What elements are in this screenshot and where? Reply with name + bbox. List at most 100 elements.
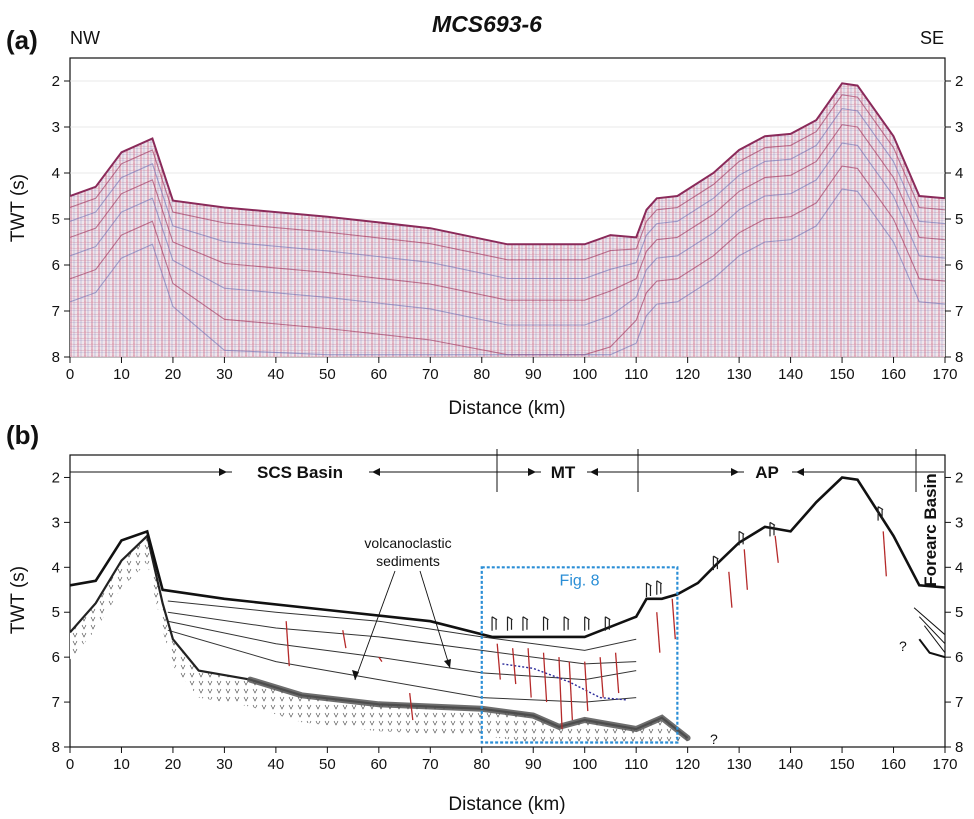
seismic-reflector-line bbox=[70, 165, 945, 356]
normal-fault-symbols bbox=[491, 506, 884, 631]
x-tick-label: 60 bbox=[370, 756, 387, 773]
fault-trace bbox=[496, 643, 501, 680]
y-tick-label-left: 2 bbox=[52, 469, 60, 486]
x-tick-label: 110 bbox=[624, 756, 648, 773]
panel-a-ylabel: TWT (s) bbox=[8, 174, 29, 242]
fault-trace bbox=[614, 652, 620, 694]
x-tick-label: 0 bbox=[66, 366, 74, 383]
normal-fault-symbol bbox=[604, 616, 611, 631]
annotation-line1: volcanoclastic bbox=[364, 535, 451, 551]
y-tick-label-left: 8 bbox=[52, 739, 60, 756]
intra-sediment-horizons bbox=[167, 600, 637, 703]
y-tick-label-right: 6 bbox=[955, 649, 963, 666]
scs-arrow-left bbox=[372, 468, 380, 476]
annotation-line2: sediments bbox=[376, 553, 440, 569]
fig8-inset-label: Fig. 8 bbox=[560, 572, 600, 589]
panel-b-plot: SCS Basin MT AP Forearc Basin volcanocla… bbox=[52, 449, 963, 773]
question-mark-forearc: ? bbox=[899, 638, 907, 654]
fault-trace bbox=[542, 652, 548, 703]
fault-trace bbox=[568, 661, 574, 721]
fault-trace bbox=[285, 621, 290, 667]
scs-arrow-right bbox=[219, 468, 227, 476]
intra-sediment-horizon bbox=[167, 629, 637, 703]
normal-fault-symbol bbox=[738, 530, 745, 546]
y-tick-label-right: 2 bbox=[955, 73, 963, 90]
ap-arrow-left bbox=[796, 468, 804, 476]
x-tick-label: 10 bbox=[113, 366, 130, 383]
y-tick-label-left: 3 bbox=[52, 119, 60, 136]
forearc-horizon bbox=[924, 625, 945, 654]
fault-trace bbox=[342, 630, 347, 649]
fault-trace bbox=[558, 657, 563, 730]
fault-trace bbox=[743, 549, 749, 590]
panel-a-x-ticks: 0 10 20 30 40 50 60 70 80 90 100 110 120 130 140 150 160… bbox=[66, 357, 958, 383]
fault-trace bbox=[882, 531, 887, 577]
province-label-ap: AP bbox=[755, 463, 779, 482]
x-tick-label: 40 bbox=[268, 756, 285, 773]
seafloor-reflector bbox=[70, 82, 945, 246]
x-tick-label: 30 bbox=[216, 756, 233, 773]
normal-fault-symbol bbox=[877, 506, 884, 521]
y-tick-label-right: 4 bbox=[955, 165, 963, 182]
province-label-forearc-basin: Forearc Basin bbox=[921, 473, 940, 586]
y-tick-label-right: 7 bbox=[955, 694, 963, 711]
fault-trace bbox=[527, 648, 532, 698]
forearc-basin-horizons bbox=[913, 607, 945, 659]
fault-trace bbox=[378, 656, 383, 663]
y-tick-label-right: 4 bbox=[955, 559, 963, 576]
x-tick-label: 140 bbox=[778, 756, 803, 773]
panel-b-label: (b) bbox=[6, 420, 39, 450]
x-tick-label: 160 bbox=[881, 366, 906, 383]
y-tick-label-left: 5 bbox=[52, 604, 60, 621]
forearc-horizon bbox=[918, 616, 945, 645]
x-tick-label: 120 bbox=[675, 756, 700, 773]
mt-arrow-right bbox=[528, 468, 536, 476]
panel-b-xlabel: Distance (km) bbox=[448, 794, 565, 815]
y-tick-label-left: 7 bbox=[52, 694, 60, 711]
mt-arrow-left bbox=[590, 468, 598, 476]
fault-trace bbox=[656, 612, 661, 653]
fault-trace bbox=[599, 657, 604, 698]
fault-trace bbox=[409, 693, 414, 721]
x-tick-label: 70 bbox=[422, 756, 439, 773]
x-tick-label: 170 bbox=[932, 366, 957, 383]
volcanoclastic-basement-hatch bbox=[70, 535, 688, 745]
x-tick-label: 20 bbox=[165, 366, 182, 383]
seismic-reflector-line bbox=[70, 142, 945, 326]
x-tick-label: 130 bbox=[727, 366, 752, 383]
y-tick-label-right: 5 bbox=[955, 211, 963, 228]
panel-b-frame bbox=[69, 454, 946, 748]
y-tick-label-left: 4 bbox=[52, 559, 60, 576]
y-tick-label-right: 2 bbox=[955, 469, 963, 486]
x-tick-label: 150 bbox=[830, 756, 855, 773]
x-tick-label: 50 bbox=[319, 756, 336, 773]
x-tick-label: 30 bbox=[216, 366, 233, 383]
direction-nw-label: NW bbox=[70, 28, 100, 48]
y-tick-label-right: 6 bbox=[955, 257, 963, 274]
normal-fault-symbol bbox=[563, 616, 570, 631]
province-label-scs-basin: SCS Basin bbox=[257, 463, 343, 482]
fault-trace bbox=[584, 661, 589, 712]
province-bar: SCS Basin MT AP Forearc Basin bbox=[70, 449, 944, 587]
panel-a-label: (a) bbox=[6, 25, 38, 55]
x-tick-label: 170 bbox=[932, 756, 957, 773]
intra-sediment-horizon bbox=[167, 600, 637, 651]
y-tick-label-left: 4 bbox=[52, 165, 60, 182]
x-tick-label: 40 bbox=[268, 366, 285, 383]
seismic-section bbox=[70, 83, 945, 357]
annotation-arrow-left bbox=[354, 570, 396, 681]
annotation-arrowhead-right bbox=[444, 659, 451, 668]
figure-title: MCS693-6 bbox=[432, 11, 542, 37]
normal-fault-symbol bbox=[522, 616, 529, 631]
seismic-reflector-line bbox=[70, 108, 945, 280]
x-tick-label: 110 bbox=[624, 366, 648, 383]
y-tick-label-left: 7 bbox=[52, 303, 60, 320]
y-tick-label-left: 2 bbox=[52, 73, 60, 90]
intra-sediment-horizon bbox=[167, 620, 637, 681]
seismic-reflectors bbox=[70, 94, 945, 356]
normal-fault-symbol bbox=[769, 521, 776, 537]
x-tick-label: 60 bbox=[370, 366, 387, 383]
x-tick-label: 100 bbox=[572, 366, 597, 383]
fault-traces bbox=[285, 531, 887, 730]
panel-b-x-ticks: 0 10 20 30 40 50 60 70 80 90 100 110 120 130 140 150 160… bbox=[66, 747, 958, 773]
